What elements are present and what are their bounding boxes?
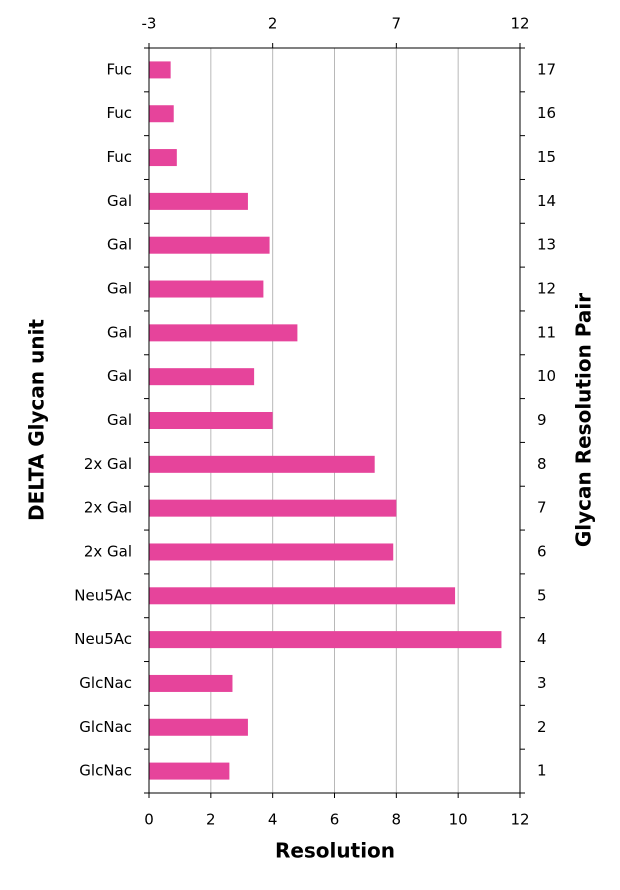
y2-tick-label: 1 <box>537 762 547 780</box>
bar <box>149 455 375 473</box>
y-tick-label: 2x Gal <box>84 455 132 473</box>
y-tick-label: GlcNac <box>79 674 132 692</box>
bar <box>149 587 456 605</box>
bar <box>149 762 230 780</box>
bar <box>149 280 264 298</box>
y2-tick-label: 17 <box>537 60 556 78</box>
y-tick-label: Gal <box>107 236 132 254</box>
bar <box>149 105 174 123</box>
y-tick-label: 2x Gal <box>84 542 132 560</box>
bar <box>149 324 298 342</box>
y-tick-label: Neu5Ac <box>74 630 132 648</box>
y-axis-title: DELTA Glycan unit <box>25 319 49 521</box>
y2-tick-label: 3 <box>537 674 547 692</box>
y-tick-label: Gal <box>107 280 132 298</box>
x-tick-label: 12 <box>510 811 529 829</box>
y-tick-label: Gal <box>107 411 132 429</box>
bar <box>149 368 255 386</box>
y-tick-label: Neu5Ac <box>74 586 132 604</box>
y2-tick-label: 7 <box>537 499 547 517</box>
y2-tick-label: 13 <box>537 236 556 254</box>
y-tick-label: Fuc <box>106 148 132 166</box>
y2-tick-label: 4 <box>537 630 547 648</box>
y2-tick-label: 6 <box>537 542 547 560</box>
bar <box>149 149 177 167</box>
bar <box>149 674 233 692</box>
y2-tick-label: 8 <box>537 455 547 473</box>
y2-tick-label: 14 <box>537 192 556 210</box>
x-tick-label: 10 <box>449 811 468 829</box>
x-tick-label: 8 <box>392 811 402 829</box>
y-tick-label: Gal <box>107 367 132 385</box>
y-tick-label: Gal <box>107 192 132 210</box>
bar <box>149 412 273 429</box>
x-tick-label: 4 <box>268 811 278 829</box>
y2-tick-label: 5 <box>537 586 547 604</box>
x2-tick-label: 12 <box>510 15 529 33</box>
bar <box>149 543 394 561</box>
y2-tick-label: 12 <box>537 280 556 298</box>
y2-tick-label: 9 <box>537 411 547 429</box>
y-tick-label: 2x Gal <box>84 499 132 517</box>
x2-tick-label: 7 <box>392 15 402 33</box>
y2-tick-label: 2 <box>537 718 547 736</box>
bar <box>149 499 397 517</box>
y2-tick-label: 10 <box>537 367 556 385</box>
x2-tick-label: -3 <box>142 15 157 33</box>
y-tick-label: Gal <box>107 323 132 341</box>
bar <box>149 192 248 210</box>
y2-axis-title: Glycan Resolution Pair <box>572 293 596 547</box>
bar <box>149 61 171 79</box>
y2-tick-label: 16 <box>537 104 556 122</box>
y-tick-label: Fuc <box>106 104 132 122</box>
y2-tick-label: 11 <box>537 323 556 341</box>
x-tick-label: 0 <box>144 811 154 829</box>
x-tick-label: 6 <box>330 811 340 829</box>
plot-frame <box>148 47 521 794</box>
y2-tick-label: 15 <box>537 148 556 166</box>
x-axis-title: Resolution <box>275 839 395 863</box>
y-tick-label: GlcNac <box>79 718 132 736</box>
bar <box>149 236 270 254</box>
y-tick-label: GlcNac <box>79 762 132 780</box>
x-tick-label: 2 <box>206 811 216 829</box>
y-tick-label: Fuc <box>106 60 132 78</box>
x2-tick-label: 2 <box>268 15 278 33</box>
bar <box>149 631 502 649</box>
bar <box>149 718 248 736</box>
